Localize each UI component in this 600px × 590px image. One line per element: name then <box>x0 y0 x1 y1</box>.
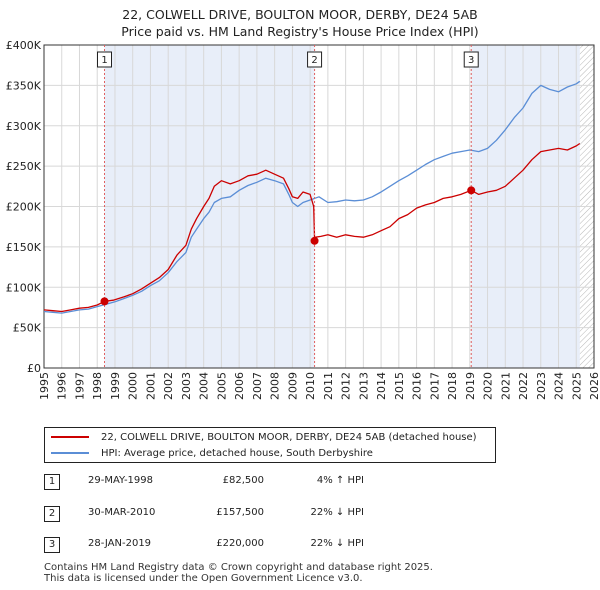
sale-label-number: 1 <box>101 55 107 66</box>
x-tick-label: 2008 <box>269 372 282 400</box>
x-tick-label: 2012 <box>340 372 353 400</box>
sale-price: £157,500 <box>216 507 264 518</box>
sale-label-number: 2 <box>311 55 317 66</box>
x-tick-label: 2005 <box>215 372 228 400</box>
sale-hpi-diff: 4% ↑ HPI <box>316 475 364 486</box>
legend-item-hpi: HPI: Average price, detached house, Sout… <box>51 446 373 460</box>
y-tick-label: £150K <box>6 241 42 254</box>
sale-point <box>467 186 476 195</box>
y-tick-label: £50K <box>13 322 42 335</box>
sale-hpi-diff: 22% ↓ HPI <box>310 507 364 518</box>
y-tick-label: £350K <box>6 79 42 92</box>
sale-label-box <box>463 51 479 68</box>
footer: Contains HM Land Registry data © Crown c… <box>44 562 433 584</box>
footer-licence: This data is licensed under the Open Gov… <box>44 573 363 584</box>
x-tick-label: 2011 <box>322 372 335 400</box>
legend-swatch-hpi <box>51 452 89 454</box>
x-tick-label: 2006 <box>233 372 246 400</box>
x-tick-label: 2016 <box>411 372 424 400</box>
x-tick-label: 1995 <box>38 372 51 400</box>
footer-copyright: Contains HM Land Registry data © Crown c… <box>44 562 433 573</box>
sale-price: £82,500 <box>222 475 264 486</box>
x-tick-label: 1999 <box>109 372 122 400</box>
y-tick-label: £250K <box>6 160 42 173</box>
sale-date: 29-MAY-1998 <box>88 475 154 486</box>
property-price-line <box>43 142 581 313</box>
sale-label-box <box>97 51 112 68</box>
plot-frame <box>43 44 595 369</box>
sale-price: £220,000 <box>216 538 264 549</box>
y-tick-label: £200K <box>6 201 42 214</box>
chart-title-line1: 22, COLWELL DRIVE, BOULTON MOOR, DERBY, … <box>122 7 478 22</box>
x-tick-label: 2014 <box>375 372 388 400</box>
chart-title-line2: Price paid vs. HM Land Registry's House … <box>121 24 479 39</box>
x-tick-label: 2009 <box>286 372 299 400</box>
sale-point <box>100 297 109 306</box>
x-tick-label: 2004 <box>198 372 211 400</box>
sale-point <box>310 236 319 245</box>
x-tick-label: 2019 <box>464 372 477 400</box>
sale-hpi-diff: 22% ↓ HPI <box>310 538 364 549</box>
x-tick-label: 2015 <box>393 372 406 400</box>
legend-label-property: 22, COLWELL DRIVE, BOULTON MOOR, DERBY, … <box>101 431 477 443</box>
y-tick-label: £300K <box>6 120 42 133</box>
x-tick-label: 1997 <box>73 372 86 400</box>
x-tick-label: 2003 <box>180 372 193 400</box>
sale-label-box <box>307 51 323 68</box>
x-tick-label: 1996 <box>56 372 69 400</box>
sale-date: 30-MAR-2010 <box>88 507 156 518</box>
x-tick-label: 1998 <box>91 372 104 400</box>
x-tick-label: 2026 <box>588 372 600 400</box>
hpi-line <box>43 80 581 314</box>
x-tick-label: 2002 <box>162 372 175 400</box>
x-tick-label: 2025 <box>570 372 583 400</box>
x-tick-label: 2017 <box>428 372 441 400</box>
price-chart: 1 2 3 £0 £50K £100K £150K £200K £250K £300K £350K… <box>6 39 600 400</box>
x-tick-label: 2007 <box>251 372 264 400</box>
sale-date: 28-JAN-2019 <box>88 538 152 549</box>
x-tick-label: 2000 <box>127 372 140 400</box>
chart-title: 22, COLWELL DRIVE, BOULTON MOOR, DERBY, … <box>0 6 600 40</box>
x-tick-label: 2022 <box>517 372 530 400</box>
sale-label-number: 3 <box>468 55 474 66</box>
sale-number-badge: 1 <box>44 474 60 490</box>
x-tick-label: 2013 <box>357 372 370 400</box>
x-tick-label: 2021 <box>499 372 512 400</box>
legend-item-property: 22, COLWELL DRIVE, BOULTON MOOR, DERBY, … <box>51 430 477 444</box>
sale-number-badge: 2 <box>44 506 60 522</box>
x-tick-label: 2024 <box>553 372 566 400</box>
legend-label-hpi: HPI: Average price, detached house, Sout… <box>101 447 373 459</box>
y-tick-label: £400K <box>6 39 42 52</box>
x-tick-label: 2023 <box>535 372 548 400</box>
sale-number-badge: 3 <box>44 537 60 553</box>
x-tick-label: 2020 <box>482 372 495 400</box>
legend-swatch-property <box>51 436 89 438</box>
x-tick-label: 2010 <box>304 372 317 400</box>
x-tick-label: 2001 <box>144 372 157 400</box>
legend: 22, COLWELL DRIVE, BOULTON MOOR, DERBY, … <box>44 427 496 463</box>
x-tick-label: 2018 <box>446 372 459 400</box>
y-tick-label: £100K <box>6 281 42 294</box>
y-tick-label: £0 <box>27 362 41 375</box>
